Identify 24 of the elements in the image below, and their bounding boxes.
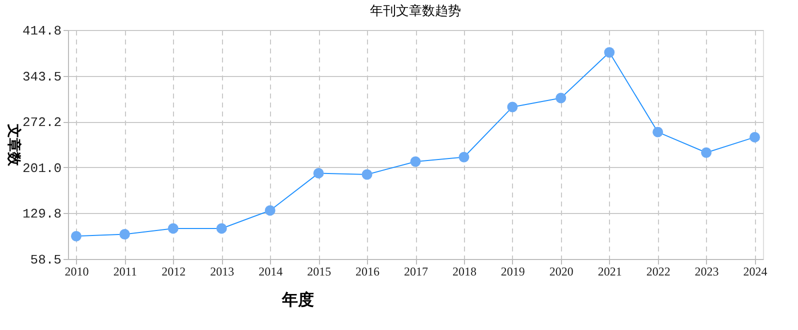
y-tick-label: 343.5 — [22, 69, 62, 84]
x-tick-label: 2022 — [646, 264, 670, 278]
x-axis-title: 年度 — [281, 290, 314, 309]
x-tick-label: 2016 — [356, 264, 380, 278]
x-tick-label: 2015 — [307, 264, 332, 278]
y-axis-title: 文章数 — [5, 123, 22, 167]
x-tick-label: 2024 — [743, 264, 768, 278]
x-tick-label: 2020 — [549, 264, 574, 278]
y-tick-label: 414.8 — [22, 24, 62, 38]
x-tick-label: 2023 — [694, 264, 719, 278]
x-tick-label: 2013 — [210, 264, 234, 278]
x-tick-label: 2012 — [162, 264, 186, 278]
x-tick-label: 2010 — [64, 264, 89, 278]
chart-title: 年刊文章数趋势 — [370, 3, 461, 18]
y-tick-label: 58.5 — [30, 252, 62, 268]
x-tick-label: 2011 — [113, 264, 137, 278]
x-tick-label: 2014 — [258, 264, 283, 278]
x-tick-label: 2017 — [404, 264, 428, 278]
x-tick-label: 2018 — [452, 264, 476, 278]
x-tick-label: 2019 — [500, 264, 525, 278]
y-tick-label: 129.8 — [22, 206, 62, 222]
y-tick-label: 201.0 — [22, 160, 62, 176]
x-tick-label: 2021 — [598, 264, 622, 278]
y-tick-label: 272.2 — [22, 115, 62, 130]
